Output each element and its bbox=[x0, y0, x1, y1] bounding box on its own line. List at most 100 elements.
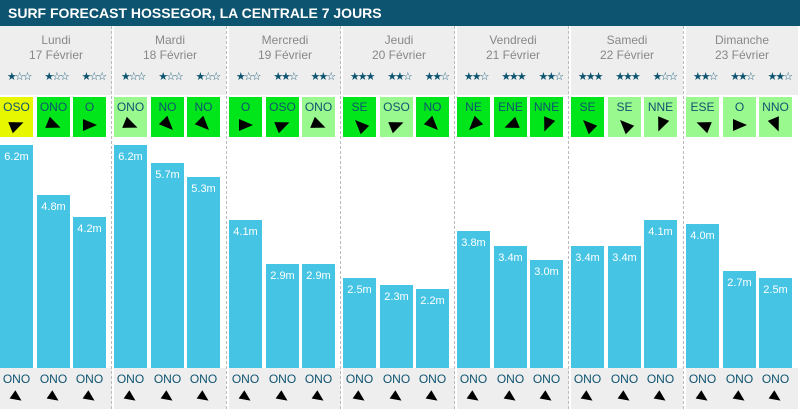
wind-direction: NNE bbox=[647, 100, 674, 114]
day-name: Vendredi bbox=[489, 33, 537, 47]
wave-height-bar: 3.4m bbox=[494, 246, 527, 368]
wind-box: NNE bbox=[644, 97, 677, 137]
day-date: 17 Février bbox=[28, 48, 84, 62]
wind-direction: NE bbox=[465, 100, 482, 114]
wind-arrow-icon bbox=[538, 116, 555, 134]
day-name: Dimanche bbox=[714, 33, 770, 47]
wind-direction: OSO bbox=[383, 100, 410, 114]
day-date: 20 Février bbox=[371, 48, 427, 62]
wave-height-label: 5.7m bbox=[155, 169, 180, 181]
day-date: 19 Février bbox=[257, 48, 313, 62]
star-rating-icon: ★☆☆ bbox=[6, 71, 33, 83]
rating-row: ★★☆ ★★★ ★★☆ bbox=[457, 70, 569, 85]
day-header: Samedi 22 Février ★★★ ★★★ ★☆☆ bbox=[571, 26, 683, 95]
wave-height-bar: 3.0m bbox=[530, 260, 563, 368]
swell-arrow-icon bbox=[196, 390, 211, 405]
wave-height-bar: 3.4m bbox=[608, 246, 641, 368]
swell-direction: ONO bbox=[644, 372, 677, 405]
wave-height-label: 3.4m bbox=[498, 252, 523, 264]
wave-height-label: 2.2m bbox=[420, 295, 445, 307]
day-divider bbox=[683, 26, 684, 409]
swell-arrow-icon bbox=[695, 390, 710, 405]
wind-direction: NNE bbox=[533, 100, 560, 114]
swell-direction: ONO bbox=[457, 372, 490, 405]
wave-height-bar: 2.9m bbox=[266, 264, 299, 368]
day-name: Mardi bbox=[154, 33, 185, 47]
star-rating-icon: ★★☆ bbox=[730, 71, 756, 83]
wave-height-bar: 4.8m bbox=[37, 195, 70, 368]
rating-row: ★★★ ★★★ ★☆☆ bbox=[571, 70, 683, 85]
star-rating-icon: ★★☆ bbox=[387, 71, 413, 83]
swell-arrow-icon bbox=[466, 390, 481, 405]
swell-label: ONO bbox=[116, 372, 145, 386]
wind-direction: SE bbox=[579, 100, 596, 114]
swell-label: ONO bbox=[382, 372, 411, 386]
star-rating-icon: ★★☆ bbox=[424, 71, 451, 83]
day-header: Mardi 18 Février ★☆☆ ★☆☆ ★☆☆ bbox=[114, 26, 226, 95]
swell-direction: ONO bbox=[530, 372, 563, 405]
star-rating-icon: ★☆☆ bbox=[120, 71, 147, 83]
wave-height-label: 4.1m bbox=[648, 226, 673, 238]
day-date: 18 Février bbox=[142, 48, 198, 62]
swell-label: ONO bbox=[418, 372, 447, 386]
wave-height-label: 3.4m bbox=[575, 252, 600, 264]
day-column: Mardi 18 Février ★☆☆ ★☆☆ ★☆☆ ONO 6.2m ONO NO 5… bbox=[114, 26, 226, 409]
swell-direction: ONO bbox=[759, 372, 792, 405]
swell-arrow-icon bbox=[123, 390, 138, 405]
wind-box: OSO bbox=[0, 97, 33, 137]
day-name: Mercredi bbox=[261, 33, 309, 47]
wind-direction: NNO bbox=[762, 100, 789, 114]
wind-arrow-icon bbox=[158, 115, 177, 135]
day-header: Vendredi 21 Février ★★☆ ★★★ ★★☆ bbox=[457, 26, 569, 95]
day-name: Lundi bbox=[41, 33, 71, 47]
wave-height-bar: 4.1m bbox=[644, 220, 677, 368]
swell-direction: ONO bbox=[723, 372, 756, 405]
star-rating-icon: ★☆☆ bbox=[44, 71, 70, 83]
wind-box: SE bbox=[343, 97, 376, 137]
swell-direction: ONO bbox=[229, 372, 262, 405]
rating-row: ★☆☆ ★☆☆ ★☆☆ bbox=[0, 70, 112, 85]
wind-box: ESE bbox=[686, 97, 719, 137]
wave-height-bar: 6.2m bbox=[114, 145, 147, 368]
day-header: Mercredi 19 Février ★☆☆ ★★☆ ★★☆ bbox=[229, 26, 341, 95]
wind-box: ONO bbox=[302, 97, 335, 137]
wind-direction: O bbox=[240, 100, 251, 114]
wind-direction: O bbox=[734, 100, 745, 114]
star-rating-icon: ★☆☆ bbox=[81, 71, 108, 83]
swell-direction: ONO bbox=[494, 372, 527, 405]
wind-direction: ESE bbox=[690, 100, 715, 114]
wind-direction: NO bbox=[194, 100, 213, 114]
wave-height-bar: 2.5m bbox=[759, 278, 792, 368]
swell-label: ONO bbox=[39, 372, 68, 386]
wave-height-bar: 3.8m bbox=[457, 231, 490, 368]
wind-direction: OSO bbox=[269, 100, 296, 114]
swell-direction: ONO bbox=[151, 372, 184, 405]
wave-height-bar: 5.7m bbox=[151, 163, 184, 368]
day-divider bbox=[340, 26, 341, 409]
swell-label: ONO bbox=[725, 372, 754, 386]
rating-row: ★☆☆ ★★☆ ★★☆ bbox=[229, 70, 341, 85]
wave-height-bar: 5.3m bbox=[187, 177, 220, 368]
swell-label: ONO bbox=[153, 372, 182, 386]
wind-arrow-icon bbox=[578, 115, 597, 135]
swell-arrow-icon bbox=[275, 390, 290, 405]
swell-arrow-icon bbox=[617, 390, 632, 405]
wind-box: OSO bbox=[380, 97, 413, 137]
star-rating-icon: ★☆☆ bbox=[235, 71, 262, 83]
swell-arrow-icon bbox=[539, 390, 554, 405]
wind-box: NNE bbox=[530, 97, 563, 137]
wave-height-bar: 2.9m bbox=[302, 264, 335, 368]
swell-direction: ONO bbox=[266, 372, 299, 405]
wind-arrow-icon bbox=[615, 115, 634, 135]
swell-direction: ONO bbox=[73, 372, 106, 405]
day-divider bbox=[226, 26, 227, 409]
star-rating-icon: ★☆☆ bbox=[195, 71, 222, 83]
wave-height-label: 3.0m bbox=[534, 266, 559, 278]
wave-height-bar: 2.5m bbox=[343, 278, 376, 368]
wave-height-label: 2.3m bbox=[384, 291, 409, 303]
wave-height-label: 2.5m bbox=[763, 284, 788, 296]
star-rating-icon: ★★☆ bbox=[767, 71, 794, 83]
swell-arrow-icon bbox=[653, 390, 668, 405]
wave-height-label: 6.2m bbox=[118, 151, 143, 163]
wave-height-bar: 2.3m bbox=[380, 285, 413, 368]
